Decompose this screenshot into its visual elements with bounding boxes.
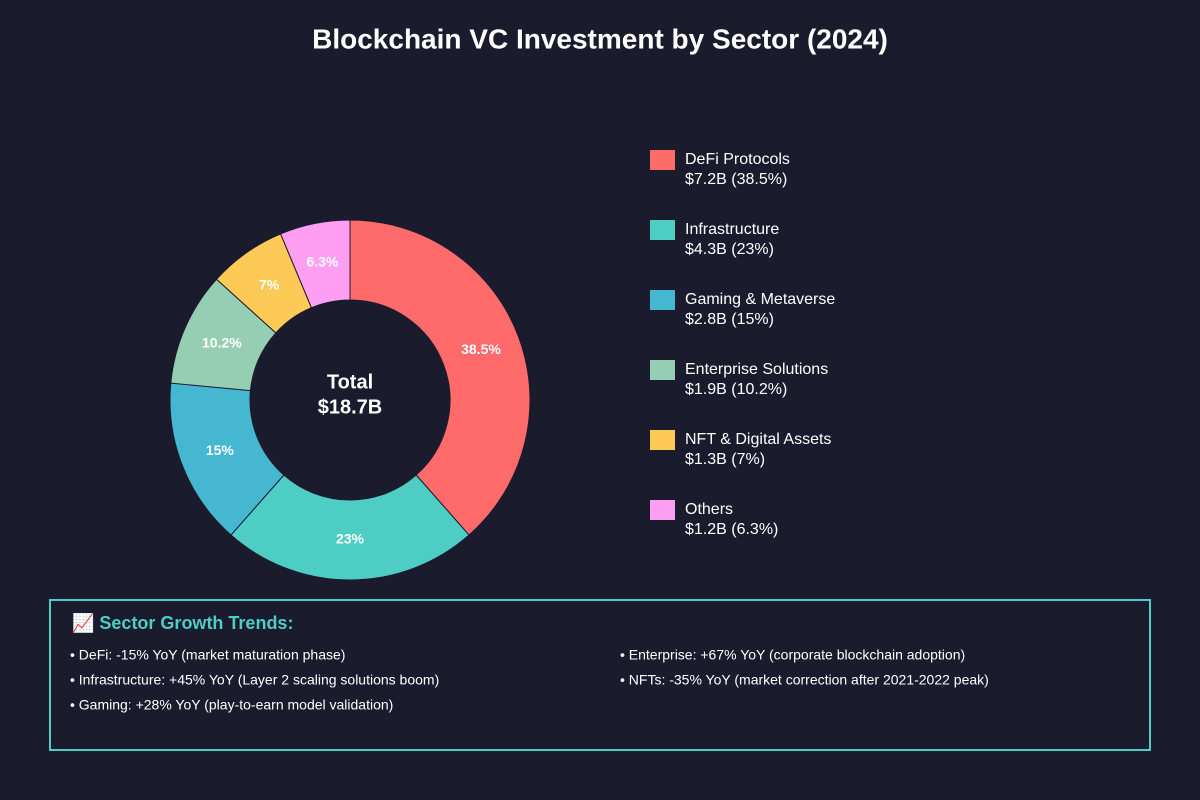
legend-swatch — [650, 150, 675, 170]
slice-label: 6.3% — [307, 253, 339, 269]
trend-item: • NFTs: -35% YoY (market correction afte… — [620, 672, 989, 688]
legend-value: $1.3B (7%) — [685, 451, 765, 468]
trend-item: • Gaming: +28% YoY (play-to-earn model v… — [70, 697, 393, 713]
slice — [230, 474, 470, 581]
legend-label: Enterprise Solutions — [685, 361, 828, 378]
trend-item: • DeFi: -15% YoY (market maturation phas… — [70, 647, 345, 663]
slice-label: 10.2% — [202, 334, 242, 350]
legend-label: Gaming & Metaverse — [685, 291, 835, 308]
legend-label: DeFi Protocols — [685, 151, 790, 168]
chart-title: Blockchain VC Investment by Sector (2024… — [312, 23, 888, 54]
slice-label: 7% — [259, 276, 280, 292]
legend-label: NFT & Digital Assets — [685, 431, 831, 448]
slice-label: 23% — [336, 531, 365, 547]
legend-swatch — [650, 220, 675, 240]
legend-label: Infrastructure — [685, 221, 779, 238]
trends-box — [49, 599, 1151, 751]
slice-label: 15% — [206, 442, 235, 458]
trend-item: • Enterprise: +67% YoY (corporate blockc… — [620, 647, 965, 663]
legend-value: $1.2B (6.3%) — [685, 521, 778, 538]
legend-swatch — [650, 500, 675, 520]
legend-swatch — [650, 290, 675, 310]
legend-value: $1.9B (10.2%) — [685, 381, 787, 398]
slice — [279, 219, 351, 309]
center-total: $18.7B — [318, 396, 383, 418]
trend-item: • Infrastructure: +45% YoY (Layer 2 scal… — [70, 672, 439, 688]
legend-swatch — [650, 360, 675, 380]
trends-title: 📈 Sector Growth Trends: — [72, 612, 293, 633]
legend-value: $2.8B (15%) — [685, 311, 774, 328]
legend-label: Others — [685, 501, 733, 518]
legend-value: $7.2B (38.5%) — [685, 171, 787, 188]
slice — [349, 219, 531, 536]
legend-value: $4.3B (23%) — [685, 241, 774, 258]
center-label: Total — [327, 371, 373, 393]
legend-swatch — [650, 430, 675, 450]
slice-label: 38.5% — [461, 341, 501, 357]
